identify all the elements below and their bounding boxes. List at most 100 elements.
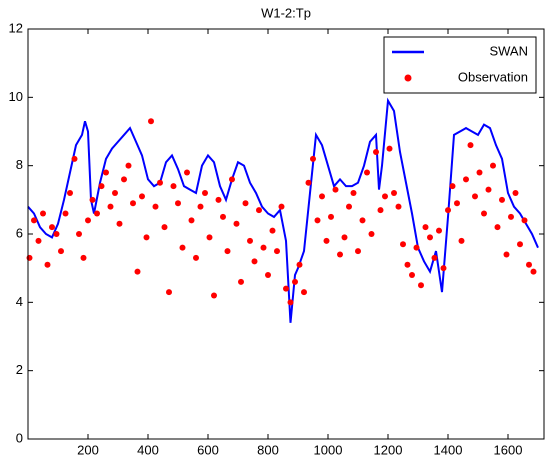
point xyxy=(170,183,177,190)
point xyxy=(121,176,127,183)
point xyxy=(454,200,460,207)
point xyxy=(179,244,186,251)
point xyxy=(530,268,537,275)
point xyxy=(98,183,105,190)
point xyxy=(31,217,37,224)
point xyxy=(40,210,46,217)
point xyxy=(89,196,96,203)
point xyxy=(229,176,235,183)
point xyxy=(458,237,465,244)
y-tick-label: 2 xyxy=(16,362,23,377)
point xyxy=(364,169,370,176)
point xyxy=(355,248,361,255)
point xyxy=(80,254,87,261)
point xyxy=(283,285,289,292)
point xyxy=(467,142,474,149)
line xyxy=(27,97,539,323)
point xyxy=(472,193,478,200)
point xyxy=(76,231,82,237)
point xyxy=(418,282,424,289)
point xyxy=(377,207,384,214)
point xyxy=(215,196,222,203)
x-tick-label: 200 xyxy=(77,442,99,457)
point xyxy=(197,203,204,210)
legend-box xyxy=(383,36,537,94)
point xyxy=(161,224,168,231)
point xyxy=(463,176,469,183)
point xyxy=(287,299,294,306)
point xyxy=(337,251,343,258)
point xyxy=(314,217,321,224)
x-tick-label: 1200 xyxy=(374,442,403,457)
point xyxy=(404,261,411,268)
point xyxy=(206,234,213,241)
point xyxy=(103,169,109,176)
point xyxy=(395,203,402,210)
point xyxy=(332,186,339,193)
point xyxy=(490,162,496,169)
point xyxy=(44,261,51,268)
point xyxy=(445,207,451,214)
point xyxy=(359,217,366,224)
point xyxy=(278,203,285,210)
point xyxy=(305,179,312,186)
point xyxy=(49,224,55,231)
y-tick-label: 10 xyxy=(9,89,23,104)
point xyxy=(107,203,114,210)
point xyxy=(85,217,91,224)
point xyxy=(440,265,447,272)
point xyxy=(319,193,325,200)
point xyxy=(26,254,33,261)
x-tick-label: 1600 xyxy=(494,442,523,457)
point xyxy=(166,289,172,296)
point xyxy=(35,237,42,244)
point xyxy=(346,203,352,210)
point xyxy=(512,190,519,196)
point xyxy=(494,224,501,231)
point xyxy=(265,272,271,278)
point xyxy=(134,268,141,275)
x-tick-label: 400 xyxy=(137,442,159,457)
point xyxy=(175,200,181,207)
point xyxy=(247,237,253,244)
y-tick-label: 4 xyxy=(16,294,23,309)
point xyxy=(193,254,199,261)
point xyxy=(436,227,442,234)
point xyxy=(400,241,406,248)
point xyxy=(323,237,330,244)
point xyxy=(53,231,60,237)
x-tick-label: 1000 xyxy=(314,442,343,457)
point xyxy=(499,196,505,203)
point xyxy=(62,210,69,217)
point xyxy=(274,248,280,255)
point xyxy=(202,190,208,196)
legend-label: Observation xyxy=(458,69,528,84)
point xyxy=(431,254,438,261)
point xyxy=(382,193,388,200)
point xyxy=(139,193,145,200)
point xyxy=(350,190,357,196)
point xyxy=(188,217,195,224)
point xyxy=(476,169,483,176)
point xyxy=(409,272,415,278)
point xyxy=(148,118,154,125)
point xyxy=(368,231,375,237)
point xyxy=(328,213,334,220)
point xyxy=(413,244,420,251)
point xyxy=(251,258,258,265)
point xyxy=(130,200,136,207)
point xyxy=(256,207,262,214)
point xyxy=(481,210,487,217)
point xyxy=(224,248,231,255)
point xyxy=(521,217,528,224)
chart-title: W1-2:Tp xyxy=(261,5,311,20)
point xyxy=(67,190,73,196)
point xyxy=(233,220,240,227)
legend-swatch xyxy=(404,74,412,82)
point xyxy=(125,162,132,169)
y-tick-label: 12 xyxy=(9,20,23,35)
point xyxy=(112,190,118,196)
point xyxy=(508,213,514,220)
point xyxy=(116,220,123,227)
